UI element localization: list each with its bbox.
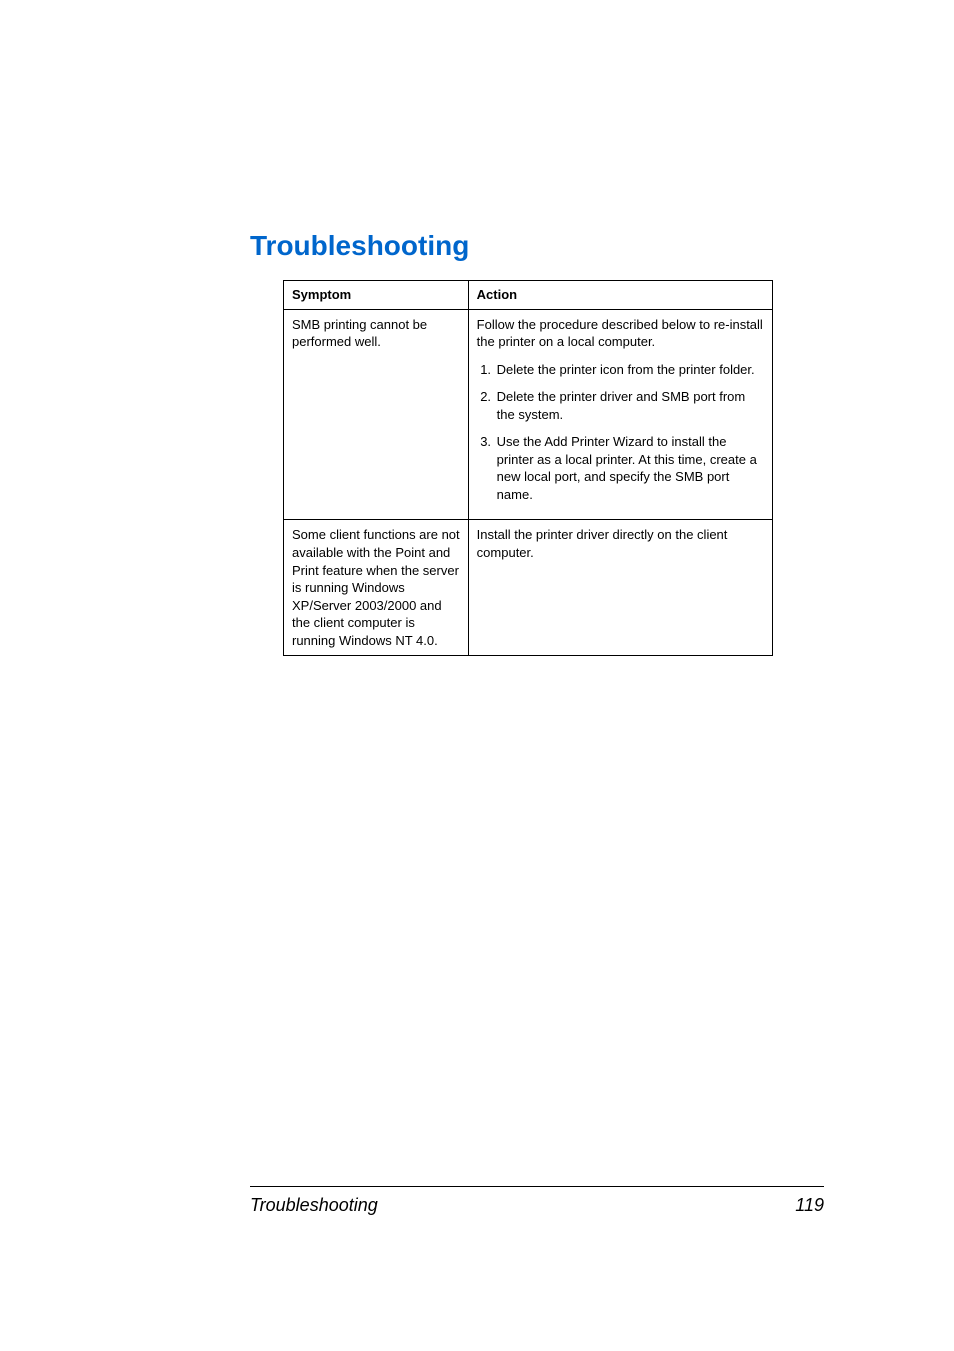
action-step: Use the Add Printer Wizard to install th… xyxy=(495,433,764,503)
page-footer: Troubleshooting 119 xyxy=(250,1186,824,1216)
footer-title: Troubleshooting xyxy=(250,1195,378,1216)
table-row: SMB printing cannot be performed well. F… xyxy=(284,309,773,520)
page-heading: Troubleshooting xyxy=(250,230,824,262)
action-intro-text: Follow the procedure described below to … xyxy=(477,317,763,350)
action-step: Delete the printer driver and SMB port f… xyxy=(495,388,764,423)
header-symptom: Symptom xyxy=(284,281,469,310)
troubleshooting-table: Symptom Action SMB printing cannot be pe… xyxy=(283,280,773,656)
header-action: Action xyxy=(468,281,772,310)
cell-action-2: Install the printer driver directly on t… xyxy=(468,520,772,656)
table-row: Some client functions are not available … xyxy=(284,520,773,656)
table-header-row: Symptom Action xyxy=(284,281,773,310)
cell-symptom-1: SMB printing cannot be performed well. xyxy=(284,309,469,520)
cell-action-1: Follow the procedure described below to … xyxy=(468,309,772,520)
action-step: Delete the printer icon from the printer… xyxy=(495,361,764,379)
cell-symptom-2: Some client functions are not available … xyxy=(284,520,469,656)
action-steps-list: Delete the printer icon from the printer… xyxy=(477,361,764,504)
footer-page-number: 119 xyxy=(795,1195,824,1216)
